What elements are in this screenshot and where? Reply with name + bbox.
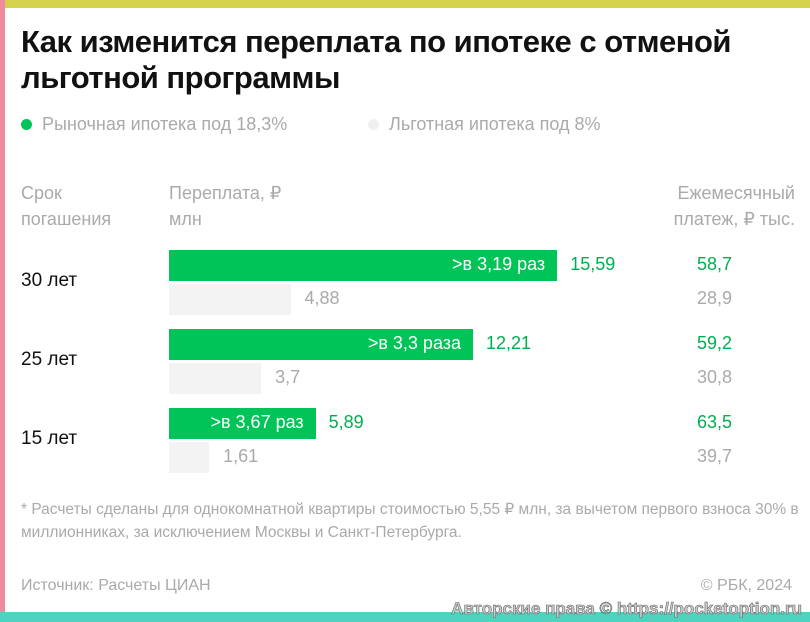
value-label-preferential: 4,88 xyxy=(304,288,340,308)
ratio-label: >в 3,67 раз xyxy=(210,412,304,432)
watermark: Авторские права © https://pocketoption.r… xyxy=(451,599,802,619)
legend-market: Рыночная ипотека под 18,3% xyxy=(21,114,287,135)
top-accent-bar xyxy=(0,0,810,8)
value-label-market: 15,59 xyxy=(570,254,616,274)
ratio-label: >в 3,3 раза xyxy=(367,333,462,353)
value-label-preferential: 1,61 xyxy=(223,446,259,466)
bar-preferential xyxy=(169,284,291,315)
source: Источник: Расчеты ЦИАН xyxy=(21,577,211,594)
legend-label: Рыночная ипотека под 18,3% xyxy=(42,114,288,134)
row-label: 15 лет xyxy=(21,428,78,449)
row-label: 25 лет xyxy=(21,349,78,370)
bar-market: >в 3,67 раз xyxy=(169,408,316,439)
value-label-market: 12,21 xyxy=(486,333,532,353)
legend-dot-market xyxy=(21,119,32,130)
header-overpay: Переплата, ₽ млн xyxy=(169,183,282,229)
legend-dot-preferential xyxy=(368,119,379,130)
value-label-preferential: 3,7 xyxy=(275,367,301,387)
chart-title: Как изменится переплата по ипотеке с отм… xyxy=(21,24,731,95)
payment-preferential: 28,9 xyxy=(697,288,733,308)
value-label-market: 5,89 xyxy=(328,412,364,432)
payment-preferential: 30,8 xyxy=(697,367,733,387)
footnote: * Расчеты сделаны для однокомнатной квар… xyxy=(21,501,799,541)
header-payment: Ежемесячный платеж, ₽ тыс. xyxy=(673,183,795,229)
left-accent-bar xyxy=(0,0,5,622)
payment-preferential: 39,7 xyxy=(697,446,733,466)
payment-market: 58,7 xyxy=(697,254,733,274)
payment-market: 63,5 xyxy=(697,412,733,432)
copyright: © РБК, 2024 xyxy=(700,577,792,594)
header-term: Срок погашения xyxy=(21,183,112,229)
bar-market: >в 3,19 раз xyxy=(169,250,558,281)
row-label: 30 лет xyxy=(21,270,78,291)
payment-market: 59,2 xyxy=(697,333,733,353)
bottom-accent-bar xyxy=(0,612,810,622)
legend-label: Льготная ипотека под 8% xyxy=(389,114,601,134)
bar-preferential xyxy=(169,442,210,473)
bar-preferential xyxy=(169,363,262,394)
legend-preferential: Льготная ипотека под 8% xyxy=(368,114,601,135)
ratio-label: >в 3,19 раз xyxy=(452,254,546,274)
bar-market: >в 3,3 раза xyxy=(169,329,474,360)
